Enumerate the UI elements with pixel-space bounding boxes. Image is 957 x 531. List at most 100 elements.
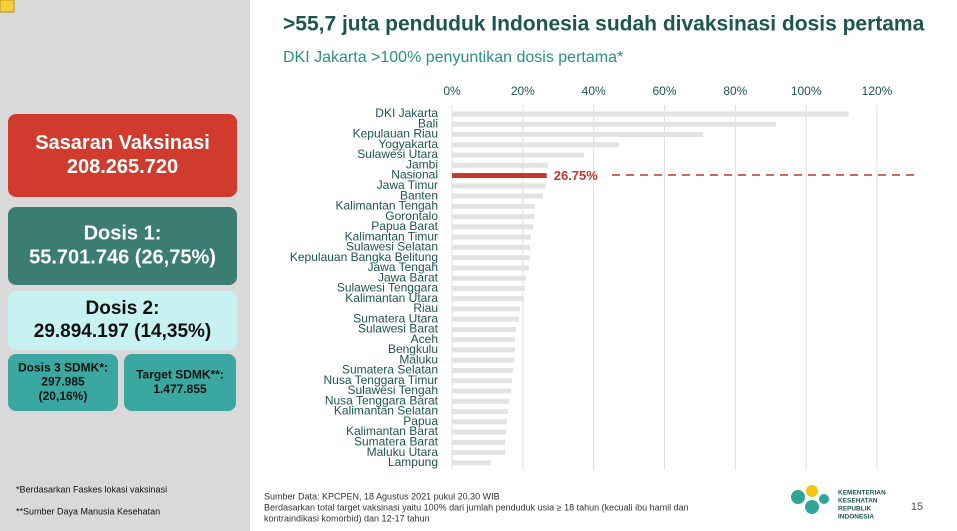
bar	[452, 244, 530, 250]
stat-text: Dosis 3 SDMK*:	[18, 360, 108, 374]
bar	[452, 142, 619, 148]
bar	[452, 234, 531, 240]
y-tick-label: Lampung	[388, 455, 438, 469]
y-tick-label: Jambi	[406, 157, 438, 171]
stat-card	[8, 354, 118, 411]
x-tick-label: 60%	[652, 84, 676, 98]
stat-text: 297.985	[41, 375, 85, 389]
logo-text: INDONESIA	[838, 514, 874, 521]
y-tick-label: Sulawesi Selatan	[346, 240, 438, 254]
y-tick-label: Maluku Utara	[367, 445, 439, 459]
stat-text: Sasaran Vaksinasi	[35, 132, 210, 154]
y-tick-label: Jawa Timur	[377, 178, 438, 192]
y-tick-label: Kalimantan Utara	[345, 291, 438, 305]
x-tick-label: 100%	[791, 84, 822, 98]
y-tick-label: Bengkulu	[388, 342, 438, 356]
stat-text: 1.477.855	[153, 382, 207, 396]
stat-card	[124, 354, 236, 411]
y-tick-label: DKI Jakarta	[375, 106, 438, 120]
right-panel	[250, 0, 957, 531]
chart-subtitle: DKI Jakarta >100% penyuntikan dosis pert…	[283, 49, 623, 66]
y-tick-label: Sulawesi Tenggara	[337, 281, 439, 295]
logo-text: KEMENTERIAN	[838, 490, 886, 497]
bar	[452, 316, 519, 322]
stat-text: 55.701.746 (26,75%)	[29, 246, 216, 268]
bar	[452, 132, 704, 138]
y-tick-label: Sulawesi Barat	[358, 322, 439, 336]
footnote: **Sumber Daya Manusia Kesehatan	[16, 506, 160, 516]
y-tick-label: Aceh	[411, 332, 438, 346]
y-tick-label: Kepulauan Riau	[353, 127, 438, 141]
y-tick-label: Sulawesi Tengah	[347, 383, 438, 397]
bar	[452, 173, 547, 179]
y-tick-label: Nusa Tenggara Barat	[325, 393, 439, 407]
bar	[452, 429, 506, 435]
icon	[0, 0, 15, 13]
bar	[452, 368, 513, 373]
stat-text: (20,16%)	[39, 389, 88, 403]
y-tick-label: Sumatera Utara	[353, 311, 438, 325]
footnote: *Berdasarkan Faskes lokasi vaksinasi	[16, 484, 167, 494]
y-tick-label: Yogyakarta	[378, 137, 438, 151]
y-tick-label: Kalimantan Selatan	[334, 404, 438, 418]
bar	[452, 121, 777, 127]
bar	[452, 162, 548, 168]
bar	[452, 326, 517, 332]
bar	[452, 285, 525, 291]
bar	[452, 357, 514, 363]
bar	[452, 296, 524, 302]
x-tick-label: 0%	[443, 84, 461, 98]
y-tick-label: Sumatera Selatan	[342, 363, 438, 377]
bar	[452, 419, 507, 425]
stat-text: Dosis 2:	[86, 298, 160, 319]
bar	[452, 255, 530, 261]
bar	[452, 306, 520, 312]
stat-card	[8, 207, 237, 285]
x-tick-label: 40%	[582, 84, 606, 98]
logo-text: KESEHATAN	[838, 498, 878, 505]
y-tick-label: Papua	[403, 414, 438, 428]
y-tick-label: Kalimantan Barat	[346, 424, 439, 438]
stat-text: 29.894.197 (14,35%)	[34, 321, 211, 342]
bar	[452, 275, 527, 281]
bar	[452, 450, 506, 456]
stat-text: Dosis 1:	[84, 222, 162, 244]
source-note: Sumber Data: KPCPEN, 18 Agustus 2021 puk…	[264, 491, 500, 501]
bar	[452, 203, 535, 209]
x-tick-label: 80%	[723, 84, 747, 98]
bar	[452, 214, 535, 220]
logo-text: REPUBLIK	[838, 506, 872, 513]
y-tick-label: Sumatera Barat	[354, 434, 439, 448]
y-tick-label: Jawa Tengah	[368, 260, 439, 274]
logo-icon	[791, 485, 829, 514]
stat-text: Target SDMK**:	[136, 367, 224, 381]
bar	[452, 337, 516, 343]
y-tick-label: Papua Barat	[371, 219, 438, 233]
y-tick-label: Bali	[418, 116, 438, 130]
y-tick-label: Nusa Tenggara Timur	[323, 373, 438, 387]
data-label: 26.75%	[554, 168, 599, 183]
bar	[452, 460, 491, 466]
chart-title: >55,7 juta penduduk Indonesia sudah diva…	[283, 13, 925, 36]
x-tick-label: 20%	[511, 84, 535, 98]
y-tick-label: Kalimantan Timur	[345, 229, 438, 243]
bar	[452, 152, 585, 158]
source-note: Berdasarkan total target vaksinasi yaitu…	[264, 502, 689, 512]
bar	[452, 265, 529, 271]
bar	[452, 378, 512, 384]
y-tick-label: Maluku	[399, 352, 438, 366]
y-tick-label: Nasional	[391, 168, 438, 182]
page-number: 15	[911, 501, 923, 513]
y-tick-label: Kepulauan Bangka Belitung	[290, 250, 438, 264]
bar	[452, 409, 508, 415]
bar	[452, 111, 849, 117]
bar	[452, 183, 546, 189]
y-tick-label: Riau	[413, 301, 438, 315]
source-note: kontraindikasi komorbid) dan 12-17 tahun	[264, 513, 430, 523]
x-tick-label: 120%	[862, 84, 893, 98]
bar	[452, 398, 510, 404]
stat-card	[8, 291, 237, 350]
bar	[452, 439, 506, 445]
bar	[452, 388, 512, 394]
